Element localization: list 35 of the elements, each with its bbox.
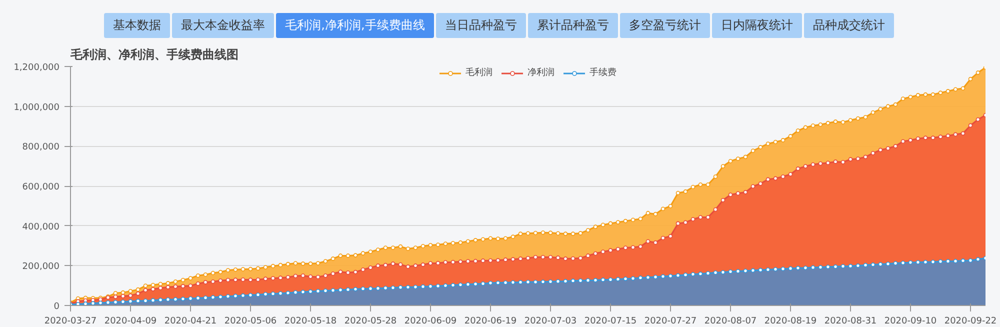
y-tick-label: 800,000 bbox=[22, 142, 60, 153]
text: 多空盈亏统计 bbox=[620, 13, 710, 38]
text: 品种成交统计 bbox=[804, 13, 894, 38]
x-tick-label: 2020-04-09 bbox=[104, 316, 157, 326]
x-tick-label: 2020-08-19 bbox=[764, 316, 817, 326]
y-tick-label: 200,000 bbox=[22, 262, 60, 272]
text: 当日品种盈亏 bbox=[436, 13, 526, 38]
x-tick-label: 2020-06-09 bbox=[404, 316, 457, 326]
x-tick-label: 2020-05-06 bbox=[224, 316, 277, 326]
x-tick-label: 2020-08-07 bbox=[704, 316, 757, 326]
x-tick-label: 2020-04-21 bbox=[164, 316, 217, 326]
x-tick-label: 2020-07-27 bbox=[644, 316, 697, 326]
chart-title: 毛利润、净利润、手续费曲线图 bbox=[70, 48, 238, 62]
y-tick-label: 0 bbox=[54, 302, 60, 312]
x-tick-label: 2020-03-27 bbox=[44, 316, 97, 326]
x-tick-label: 2020-06-19 bbox=[464, 316, 517, 326]
legend-label: 净利润 bbox=[528, 66, 554, 79]
y-tick-label: 600,000 bbox=[22, 182, 60, 192]
x-tick-label: 2020-07-03 bbox=[524, 316, 577, 326]
legend-label: 手续费 bbox=[590, 66, 616, 79]
text: 日内隔夜统计 bbox=[712, 13, 802, 38]
y-tick-label: 400,000 bbox=[22, 222, 60, 232]
y-tick-label: 1,000,000 bbox=[14, 102, 60, 113]
x-tick-label: 2020-05-18 bbox=[284, 316, 337, 326]
x-tick-label: 2020-09-10 bbox=[884, 316, 937, 326]
legend-label: 毛利润 bbox=[466, 66, 492, 79]
x-tick-label: 2020-09-22 bbox=[944, 316, 997, 326]
text: 毛利润,净利润,手续费曲线 bbox=[276, 13, 434, 38]
text: 最大本金收益率 bbox=[172, 13, 274, 38]
text: 累计品种盈亏 bbox=[528, 13, 618, 38]
text: 基本数据 bbox=[104, 13, 170, 38]
x-tick-label: 2020-08-31 bbox=[824, 316, 877, 326]
y-tick-label: 1,200,000 bbox=[14, 63, 60, 73]
x-tick-label: 2020-05-28 bbox=[344, 316, 397, 326]
x-tick-label: 2020-07-15 bbox=[584, 316, 637, 326]
